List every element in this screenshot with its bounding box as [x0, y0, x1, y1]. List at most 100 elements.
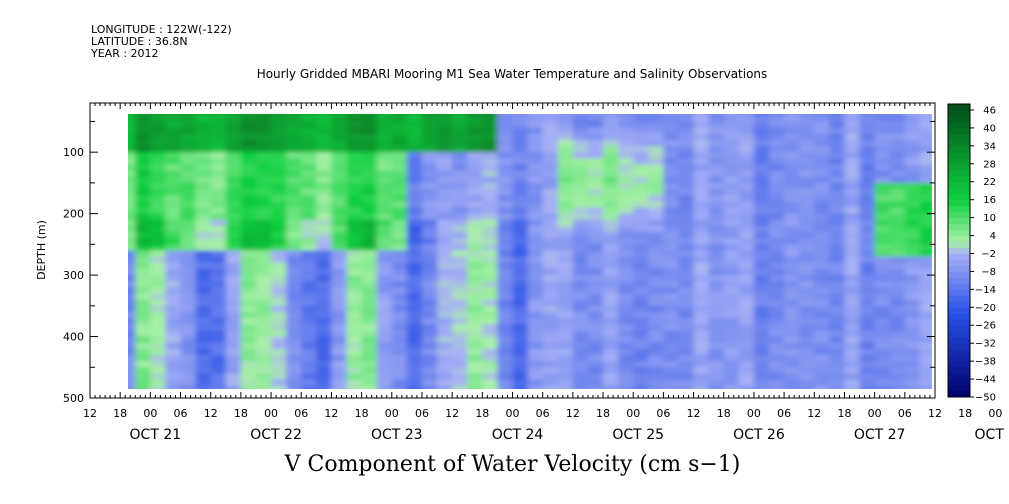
heatmap-cell — [128, 312, 137, 320]
heatmap-cell — [663, 318, 680, 326]
heatmap-cell — [708, 256, 725, 264]
heatmap-cell — [482, 250, 499, 258]
heatmap-cell — [437, 281, 454, 289]
heatmap-cell — [422, 182, 439, 190]
heatmap-cell — [663, 355, 680, 363]
heatmap-cell — [829, 385, 846, 389]
heatmap-cell — [422, 342, 439, 350]
x-hour-label: 00 — [143, 407, 157, 420]
heatmap-cell — [240, 379, 257, 387]
heatmap-cell — [723, 385, 740, 389]
heatmap-cell — [135, 318, 152, 326]
heatmap-cell — [512, 139, 529, 147]
heatmap-cell — [648, 385, 665, 389]
heatmap-cell — [406, 379, 423, 387]
heatmap-cell — [844, 361, 861, 369]
heatmap-cell — [391, 127, 408, 135]
heatmap-cell — [437, 244, 454, 252]
heatmap-cell — [467, 238, 484, 246]
colorbar-swatch — [948, 104, 970, 111]
heatmap-cell — [557, 256, 574, 264]
heatmap-cell — [663, 244, 680, 252]
heatmap-cell — [195, 201, 212, 209]
heatmap-cell — [874, 127, 891, 135]
heatmap-cell — [753, 114, 770, 117]
heatmap-cell — [150, 348, 167, 356]
heatmap-cell — [648, 170, 665, 178]
heatmap-cell — [663, 330, 680, 338]
heatmap-cell — [256, 256, 273, 264]
heatmap-cell — [406, 133, 423, 141]
heatmap-cell — [618, 139, 635, 147]
heatmap-cell — [240, 324, 257, 332]
heatmap-cell — [633, 256, 650, 264]
heatmap-cell — [180, 318, 197, 326]
heatmap-cell — [128, 336, 137, 344]
heatmap-cell — [346, 367, 363, 375]
heatmap-cell — [814, 158, 831, 166]
heatmap-cell — [195, 268, 212, 276]
heatmap-cell — [859, 176, 876, 184]
x-hour-label: 18 — [596, 407, 610, 420]
heatmap-cell — [814, 361, 831, 369]
y-axis-label: DEPTH (m) — [35, 220, 48, 280]
heatmap-cell — [874, 361, 891, 369]
heatmap-cell — [844, 146, 861, 154]
heatmap-cell — [603, 336, 620, 344]
heatmap-cell — [467, 367, 484, 375]
heatmap-cell — [874, 115, 891, 123]
heatmap-cell — [452, 275, 469, 283]
heatmap-cell — [844, 336, 861, 344]
heatmap-cell — [437, 213, 454, 221]
heatmap-cell — [301, 330, 318, 338]
heatmap-cell — [693, 256, 710, 264]
heatmap-cell — [572, 225, 589, 233]
heatmap-cell — [889, 312, 906, 320]
heatmap-cell — [497, 219, 514, 227]
heatmap-cell — [150, 219, 167, 227]
heatmap-cell — [346, 361, 363, 369]
heatmap-cell — [316, 355, 333, 363]
heatmap-cell — [829, 182, 846, 190]
heatmap-cell — [225, 139, 242, 147]
x-hour-label: 18 — [113, 407, 127, 420]
heatmap-cell — [422, 201, 439, 209]
heatmap-cell — [587, 355, 604, 363]
heatmap-cell — [587, 201, 604, 209]
heatmap-cell — [482, 385, 499, 389]
heatmap-cell — [271, 348, 288, 356]
heatmap-cell — [527, 281, 544, 289]
heatmap-cell — [135, 324, 152, 332]
heatmap-cell — [799, 293, 816, 301]
heatmap-cell — [225, 158, 242, 166]
heatmap-cell — [210, 115, 227, 123]
heatmap-cell — [195, 232, 212, 240]
heatmap-cell — [437, 385, 454, 389]
heatmap-cell — [135, 146, 152, 154]
heatmap-cell — [497, 182, 514, 190]
heatmap-cell — [422, 367, 439, 375]
heatmap-cell — [165, 287, 182, 295]
heatmap-cell — [829, 250, 846, 258]
heatmap-cell — [693, 268, 710, 276]
heatmap-cell — [708, 342, 725, 350]
heatmap-cell — [180, 256, 197, 264]
heatmap-cell — [361, 367, 378, 375]
heatmap-cell — [256, 299, 273, 307]
heatmap-cell — [195, 164, 212, 172]
heatmap-cell — [829, 324, 846, 332]
heatmap-cell — [376, 275, 393, 283]
heatmap-cell — [860, 103, 876, 110]
heatmap-cell — [406, 158, 423, 166]
colorbar-swatch — [948, 301, 970, 308]
heatmap-cell — [301, 158, 318, 166]
heatmap-cell — [271, 176, 288, 184]
heatmap-cell — [165, 305, 182, 313]
heatmap-cell — [437, 367, 454, 375]
heatmap-cell — [482, 342, 499, 350]
heatmap-cell — [376, 201, 393, 209]
heatmap-cell — [225, 195, 242, 203]
heatmap-cell — [814, 127, 831, 135]
heatmap-cell — [708, 139, 725, 147]
heatmap-cell — [135, 127, 152, 135]
